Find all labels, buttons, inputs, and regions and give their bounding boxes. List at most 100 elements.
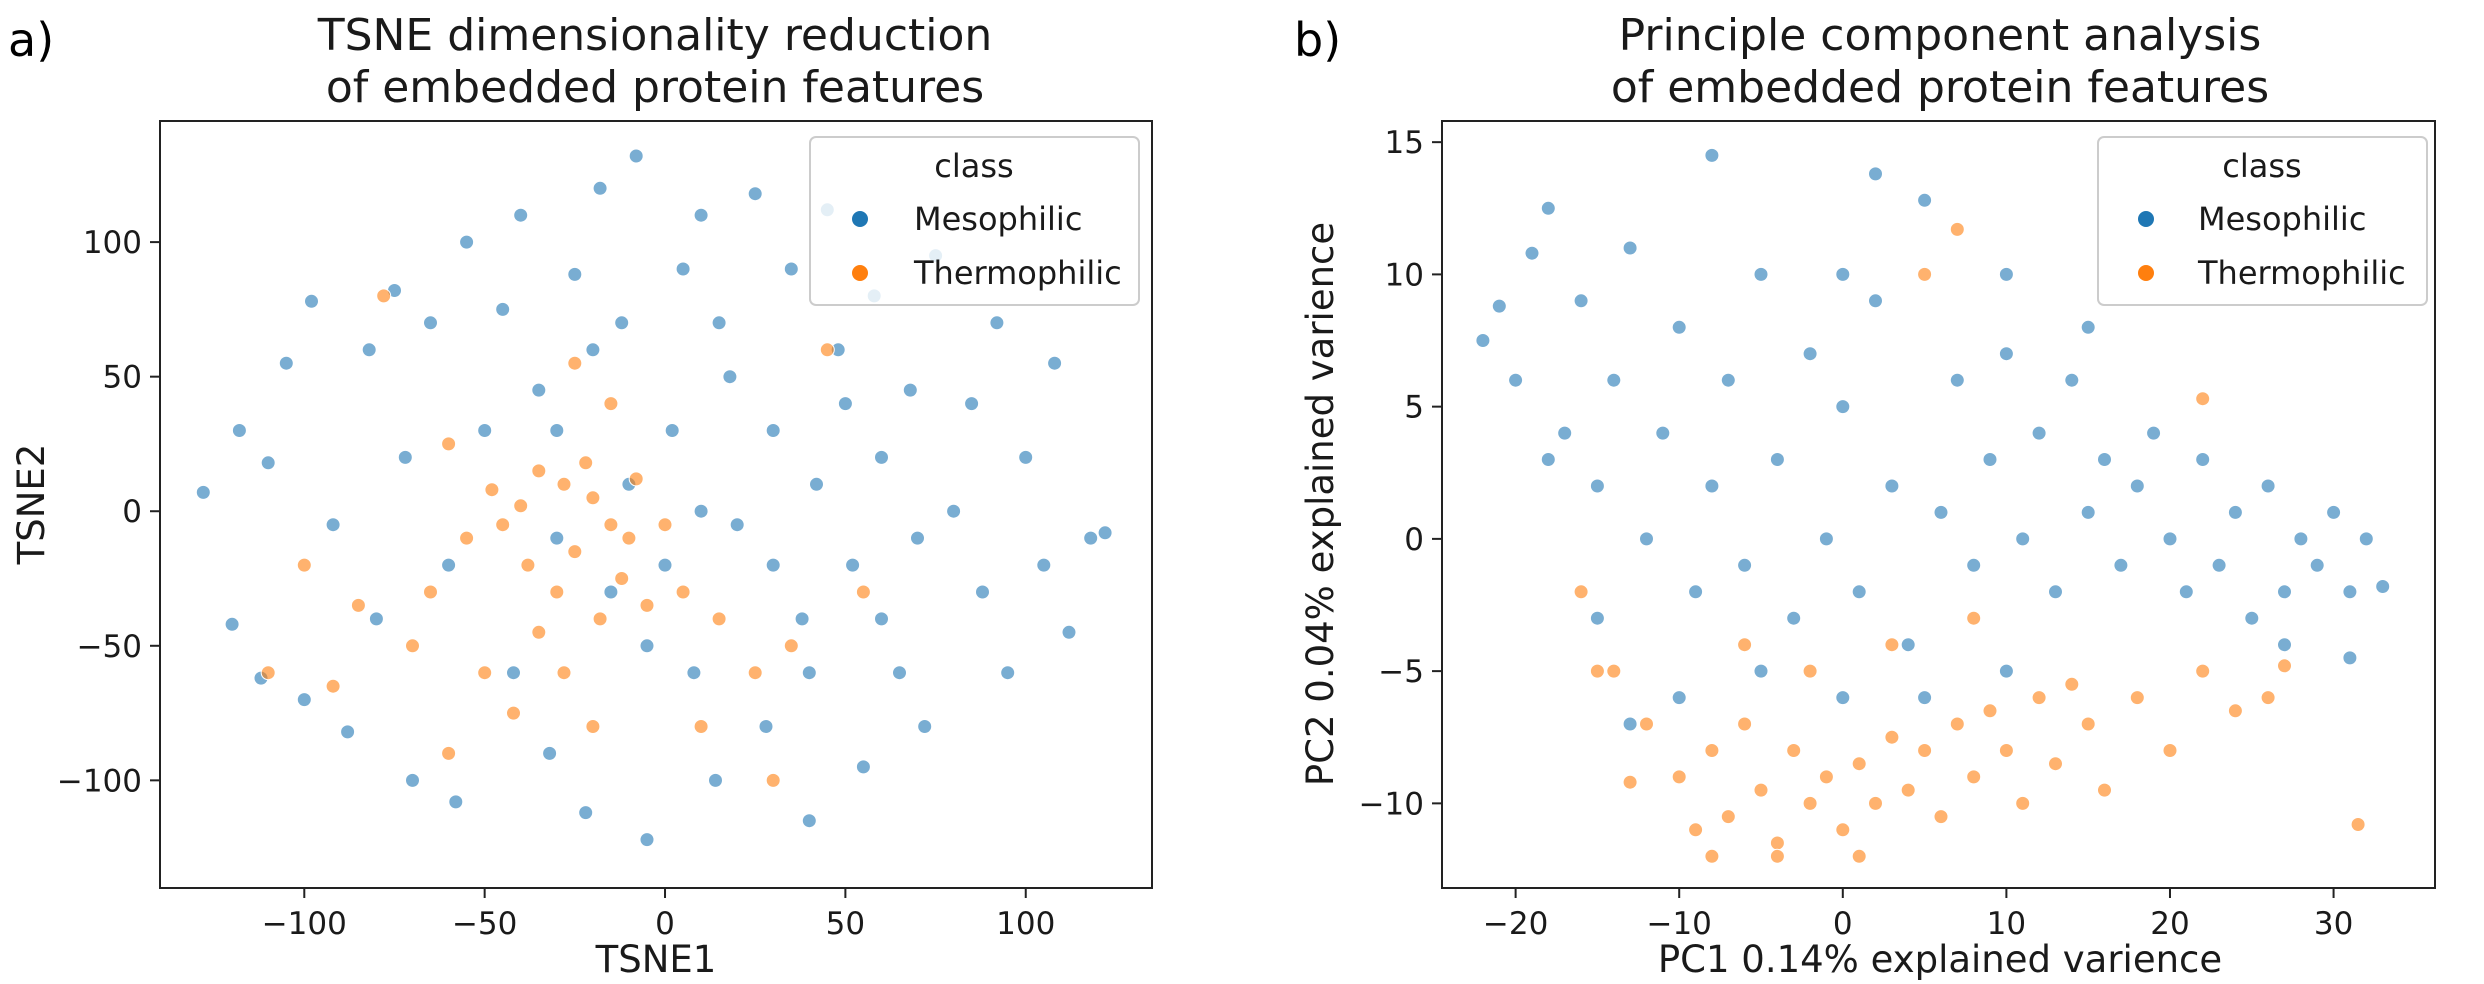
scatter-point-mesophilic	[1737, 557, 1753, 573]
scatter-point-mesophilic	[531, 382, 547, 398]
y-ticks-b: −10 −5 0 5 10 15	[1359, 125, 1442, 822]
scatter-point-mesophilic	[946, 503, 962, 519]
scatter-point-mesophilic	[2277, 637, 2292, 653]
scatter-point-mesophilic	[549, 423, 565, 438]
scatter-point-mesophilic	[477, 423, 493, 438]
scatter-points-a	[195, 148, 1113, 848]
scatter-point-mesophilic	[1786, 610, 1802, 626]
scatter-point-thermophilic	[2350, 817, 2366, 832]
scatter-point-mesophilic	[758, 719, 774, 734]
scatter-point-mesophilic	[2080, 319, 2096, 335]
scatter-point-mesophilic	[1818, 531, 1834, 547]
scatter-point-mesophilic	[892, 665, 907, 681]
chart-title-b-line1: Principle component analysis	[1619, 10, 2262, 61]
legend-label-thermophilic-b: Thermophilic	[2197, 254, 2406, 292]
scatter-point-thermophilic	[441, 436, 457, 452]
scatter-point-mesophilic	[1835, 690, 1851, 706]
scatter-point-mesophilic	[448, 794, 464, 810]
scatter-point-mesophilic	[325, 517, 341, 533]
scatter-point-mesophilic	[1917, 690, 1933, 706]
scatter-point-mesophilic	[693, 503, 709, 519]
y-tick-label: 100	[83, 225, 142, 261]
scatter-point-mesophilic	[1655, 425, 1671, 441]
scatter-point-mesophilic	[1047, 355, 1063, 371]
scatter-point-mesophilic	[765, 557, 781, 573]
legend-marker-mesophilic-a	[852, 211, 868, 227]
scatter-point-mesophilic	[1036, 557, 1052, 573]
scatter-point-mesophilic	[1491, 298, 1507, 314]
scatter-point-thermophilic	[376, 288, 392, 304]
x-tick-label: 30	[2314, 906, 2353, 942]
scatter-point-thermophilic	[1835, 822, 1851, 838]
y-tick-label: 50	[103, 360, 142, 396]
y-tick-label: −100	[57, 763, 142, 799]
scatter-point-thermophilic	[556, 665, 572, 681]
scatter-point-mesophilic	[2178, 584, 2194, 600]
scatter-point-mesophilic	[1998, 663, 2014, 679]
x-tick-label: 20	[2150, 906, 2189, 942]
scatter-point-mesophilic	[801, 665, 817, 681]
scatter-point-mesophilic	[231, 423, 247, 438]
scatter-point-thermophilic	[1606, 663, 1622, 679]
scatter-point-mesophilic	[1671, 319, 1687, 335]
scatter-point-thermophilic	[2277, 658, 2292, 674]
scatter-point-thermophilic	[2048, 756, 2063, 772]
panel-b: b) Principle component analysis of embed…	[1294, 10, 2436, 981]
plot-frame-b	[1441, 120, 2436, 889]
scatter-point-mesophilic	[801, 813, 817, 829]
scatter-point-thermophilic	[2195, 391, 2211, 407]
x-tick-label: 10	[1987, 906, 2026, 942]
scatter-point-thermophilic	[549, 584, 565, 600]
scatter-point-thermophilic	[1933, 809, 1949, 825]
x-tick-label: 0	[655, 906, 675, 942]
scatter-point-mesophilic	[628, 148, 644, 164]
scatter-point-mesophilic	[495, 301, 511, 317]
scatter-point-mesophilic	[837, 396, 853, 412]
scatter-point-thermophilic	[1949, 716, 1965, 732]
scatter-point-thermophilic	[520, 557, 536, 573]
scatter-point-mesophilic	[2146, 425, 2162, 441]
scatter-point-thermophilic	[2162, 743, 2178, 758]
scatter-point-thermophilic	[2097, 782, 2112, 798]
scatter-point-thermophilic	[1884, 729, 1900, 745]
scatter-point-mesophilic	[910, 530, 925, 546]
scatter-point-mesophilic	[964, 396, 980, 412]
scatter-point-mesophilic	[1622, 240, 1638, 256]
scatter-point-thermophilic	[2015, 795, 2031, 811]
scatter-point-mesophilic	[2358, 531, 2374, 547]
scatter-point-mesophilic	[2211, 557, 2227, 573]
scatter-point-mesophilic	[989, 315, 1005, 331]
scatter-point-thermophilic	[1688, 822, 1704, 838]
scatter-point-mesophilic	[224, 616, 240, 632]
scatter-point-mesophilic	[1475, 333, 1491, 348]
scatter-point-thermophilic	[567, 355, 583, 371]
scatter-point-thermophilic	[585, 490, 601, 506]
scatter-point-mesophilic	[1688, 584, 1704, 600]
scatter-point-mesophilic	[260, 455, 276, 471]
scatter-point-mesophilic	[2080, 504, 2096, 520]
scatter-point-mesophilic	[1998, 266, 2014, 282]
scatter-point-thermophilic	[2195, 663, 2211, 679]
x-axis-label-b: PC1 0.14% explained varience	[1658, 938, 2222, 981]
scatter-point-thermophilic	[260, 665, 276, 681]
scatter-point-thermophilic	[1868, 795, 1883, 811]
scatter-point-thermophilic	[621, 530, 637, 546]
scatter-point-mesophilic	[639, 832, 655, 848]
scatter-points-b	[1475, 147, 2391, 864]
scatter-point-thermophilic	[585, 719, 601, 734]
y-axis-label-a: TSNE2	[10, 444, 53, 566]
scatter-point-thermophilic	[819, 342, 835, 358]
scatter-point-mesophilic	[1851, 584, 1867, 600]
scatter-point-mesophilic	[1508, 372, 1524, 388]
scatter-point-thermophilic	[484, 482, 500, 498]
scatter-point-mesophilic	[585, 342, 601, 358]
scatter-point-mesophilic	[2015, 531, 2031, 547]
scatter-point-mesophilic	[722, 369, 738, 385]
y-tick-label: 0	[122, 494, 142, 530]
y-tick-label: −50	[77, 629, 142, 665]
scatter-point-mesophilic	[657, 557, 673, 573]
scatter-point-mesophilic	[2113, 557, 2129, 573]
scatter-point-mesophilic	[765, 423, 781, 438]
scatter-point-mesophilic	[2277, 584, 2292, 600]
